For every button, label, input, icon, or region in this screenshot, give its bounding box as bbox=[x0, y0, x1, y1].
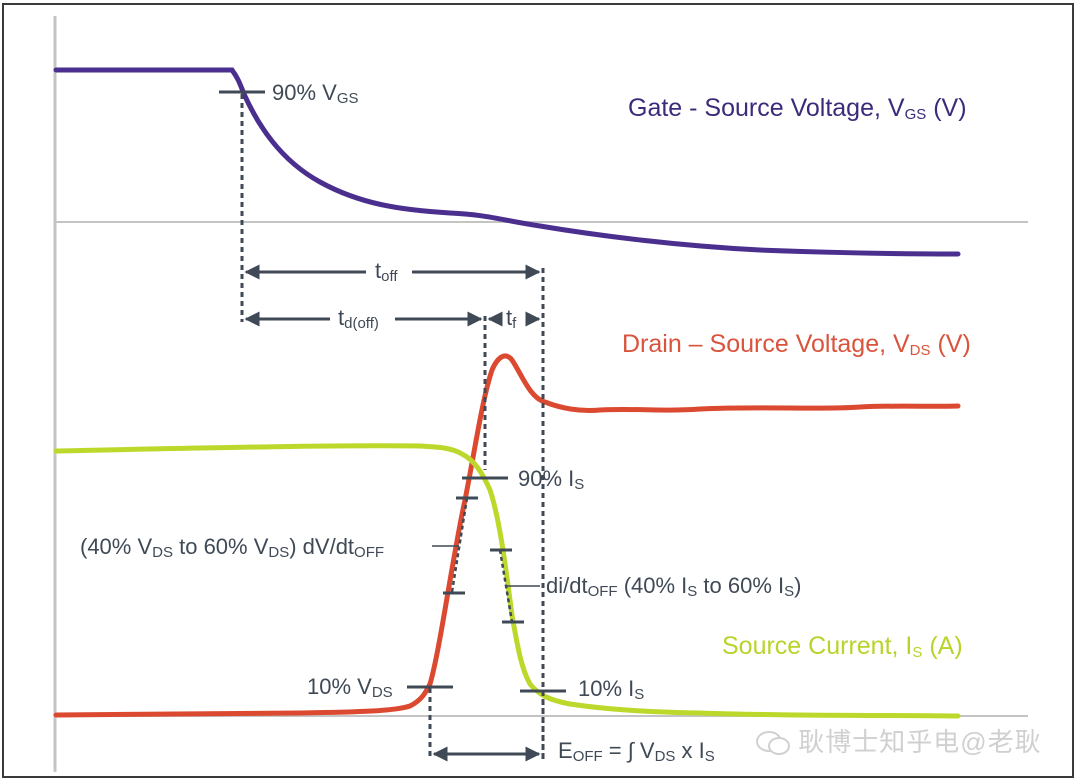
vgs-title: Gate - Source Voltage, VGS (V) bbox=[628, 94, 967, 123]
dvdt-label: (40% VDS to 60% VDS) dV/dtOFF bbox=[80, 534, 385, 561]
watermark-text: 耿博士知乎电@老耿 bbox=[798, 727, 1042, 757]
threshold-ticks bbox=[219, 90, 566, 693]
is-curve bbox=[53, 443, 961, 719]
watermark: 耿博士知乎电@老耿 bbox=[756, 722, 1042, 759]
eoff-label: EOFF = ∫ VDS x IS bbox=[558, 738, 715, 765]
vgs-90-label: 90% VGS bbox=[272, 80, 359, 107]
is-10-label: 10% IS bbox=[578, 676, 645, 703]
is-90-label: 90% IS bbox=[518, 466, 585, 493]
toff-label: toff bbox=[375, 258, 398, 285]
tf-label: tf bbox=[506, 305, 517, 332]
vds-10-label: 10% VDS bbox=[307, 674, 393, 701]
frame-border bbox=[2, 3, 1074, 778]
vgs-curve bbox=[53, 67, 961, 257]
tdoff-label: td(off) bbox=[338, 305, 379, 332]
is-title: Source Current, IS (A) bbox=[722, 632, 963, 661]
vds-title: Drain – Source Voltage, VDS (V) bbox=[622, 330, 971, 359]
timing-guides bbox=[240, 94, 545, 760]
didt-label: di/dtOFF (40% IS to 60% IS) bbox=[546, 573, 802, 600]
wechat-icon bbox=[756, 729, 790, 755]
vds-curve bbox=[53, 353, 961, 718]
timing-arrows bbox=[244, 264, 541, 762]
slope-markers bbox=[450, 497, 514, 623]
leader-lines bbox=[432, 545, 540, 587]
